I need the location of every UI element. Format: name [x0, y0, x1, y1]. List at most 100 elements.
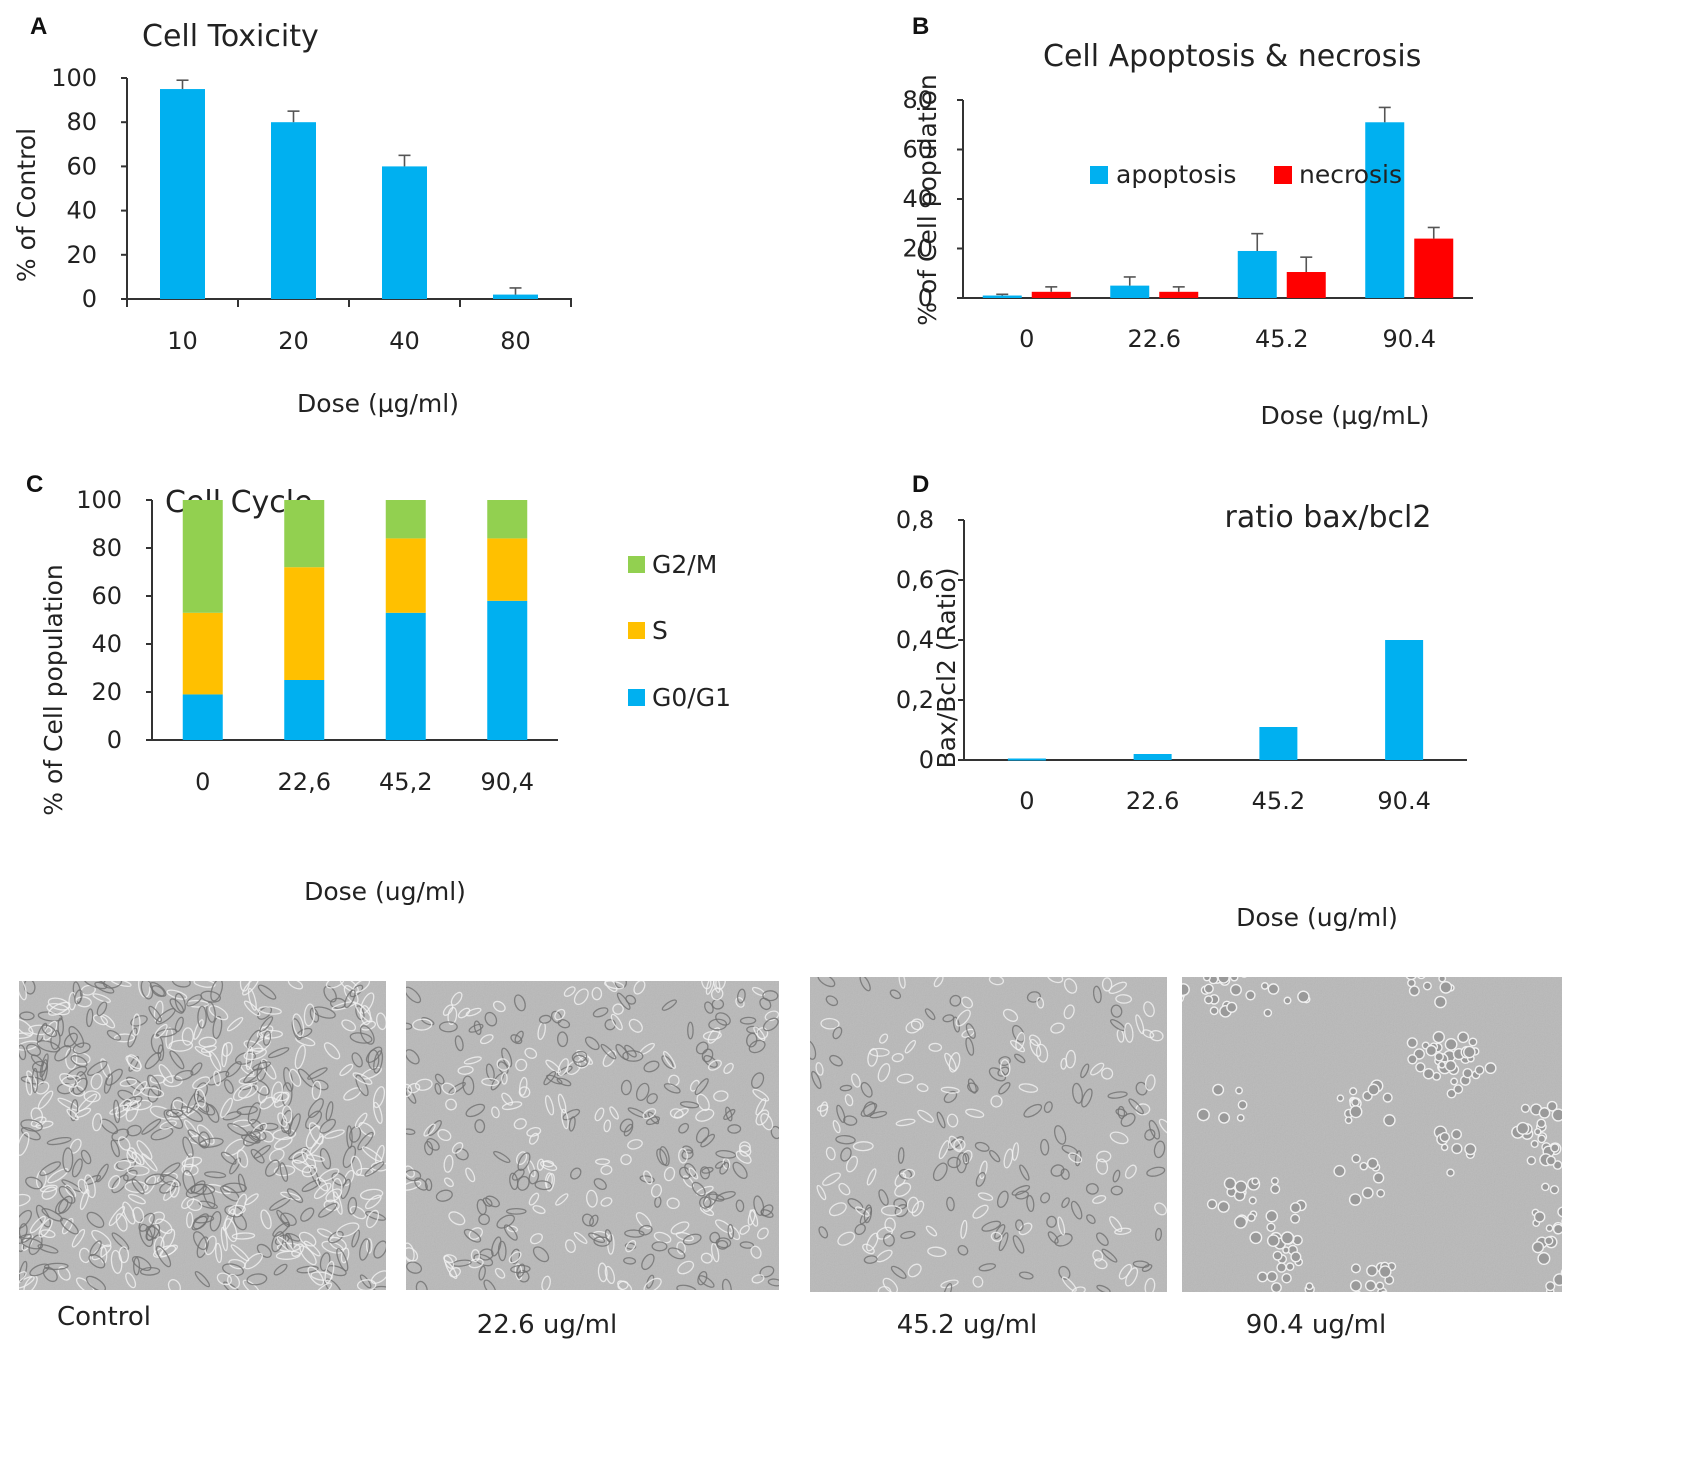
cell	[303, 1003, 316, 1027]
cell	[370, 1270, 386, 1284]
cell-cluster	[1235, 1086, 1243, 1095]
cell	[999, 1059, 1011, 1077]
cell-cluster	[1267, 983, 1280, 995]
cell-cluster	[1229, 983, 1242, 996]
bar-c-s	[284, 567, 325, 680]
cell	[762, 990, 779, 1002]
cell	[236, 1105, 258, 1116]
cell	[610, 1013, 623, 1031]
cell	[92, 993, 111, 1003]
bar-b-apoptosis	[1110, 285, 1150, 298]
cell	[928, 1042, 943, 1052]
cell	[448, 1082, 466, 1095]
cell	[810, 1040, 817, 1060]
cell	[767, 1278, 779, 1287]
cell-cluster	[1247, 1213, 1256, 1222]
cell-cluster	[1366, 1157, 1379, 1170]
cell	[707, 1027, 721, 1044]
cell	[373, 1050, 384, 1074]
cell	[699, 1166, 711, 1180]
x-tick-label-b: 90.4	[1383, 325, 1436, 353]
cell	[508, 1251, 522, 1264]
bar-d	[1007, 758, 1046, 761]
cell	[108, 1175, 121, 1190]
cell-cluster	[1209, 1006, 1219, 1016]
cell	[193, 981, 216, 988]
y-tick-label-d: 0	[919, 746, 934, 774]
cell	[907, 1263, 922, 1278]
cell	[406, 986, 422, 1004]
cell	[144, 1173, 165, 1186]
cell	[196, 1236, 209, 1259]
cell-cluster	[1245, 965, 1256, 976]
cell	[72, 1077, 88, 1095]
cell-cluster	[1265, 1209, 1279, 1223]
cell	[749, 1209, 759, 1227]
legend-swatch-necrosis	[1274, 166, 1292, 184]
cell	[445, 1098, 457, 1111]
cell	[753, 1195, 765, 1216]
cell	[625, 1240, 637, 1253]
cell-cluster	[1526, 1155, 1537, 1166]
cell	[714, 1219, 733, 1234]
cell	[829, 1054, 843, 1067]
cell	[747, 1209, 756, 1226]
cell	[532, 1205, 546, 1215]
cell	[132, 1080, 148, 1097]
y-axis-label-d: Bax/Bcl2 (Ratio)	[932, 567, 961, 768]
cell	[716, 1239, 729, 1250]
cell	[96, 1001, 108, 1017]
cell	[534, 1180, 553, 1191]
cell	[125, 1272, 137, 1289]
cell	[708, 1018, 728, 1031]
cell	[1046, 977, 1064, 984]
cell	[960, 1219, 968, 1239]
cell	[513, 1118, 527, 1130]
cell	[35, 1120, 54, 1129]
cell	[529, 1233, 543, 1245]
cell	[158, 1063, 174, 1084]
cell	[691, 1181, 706, 1197]
cell	[974, 1141, 990, 1152]
cell	[406, 1022, 413, 1030]
cell	[141, 1118, 162, 1135]
legend-b: apoptosis necrosis	[1090, 160, 1402, 189]
cell-cluster	[1349, 1087, 1358, 1096]
bar-c-g2m	[385, 500, 426, 539]
cell	[186, 1211, 194, 1229]
cell-cluster	[1474, 1065, 1485, 1076]
cell	[113, 1159, 132, 1172]
cell	[854, 1223, 866, 1236]
cell	[723, 1108, 736, 1121]
cell	[593, 1178, 607, 1191]
cell	[239, 981, 251, 992]
cell-cluster	[1350, 1263, 1361, 1274]
cell	[946, 1113, 959, 1128]
cell	[1014, 1053, 1026, 1064]
cell-cluster	[1263, 1008, 1273, 1018]
cell-cluster	[1241, 977, 1247, 978]
cell	[300, 1207, 315, 1222]
micrograph-image	[19, 981, 386, 1290]
cell-cluster	[1434, 1051, 1444, 1062]
cell	[139, 1266, 161, 1276]
cell	[239, 1081, 257, 1091]
cell	[1060, 1168, 1070, 1180]
bar-b-apoptosis	[1365, 122, 1405, 299]
cell-cluster	[1202, 977, 1211, 982]
cell-cluster	[1462, 1067, 1473, 1079]
cell-cluster	[1546, 1100, 1558, 1112]
cell	[666, 1197, 680, 1210]
cell	[241, 1134, 261, 1144]
cell	[977, 1192, 994, 1201]
cell	[825, 995, 839, 1007]
cell-cluster	[1305, 1282, 1314, 1291]
cell-cluster	[1245, 990, 1256, 1001]
micrograph-image	[406, 981, 779, 1290]
cell	[911, 1200, 925, 1217]
cell	[898, 977, 906, 989]
cell	[727, 1223, 735, 1240]
cell-cluster	[1438, 1060, 1446, 1069]
cell	[357, 1131, 374, 1151]
cell	[684, 1162, 697, 1178]
